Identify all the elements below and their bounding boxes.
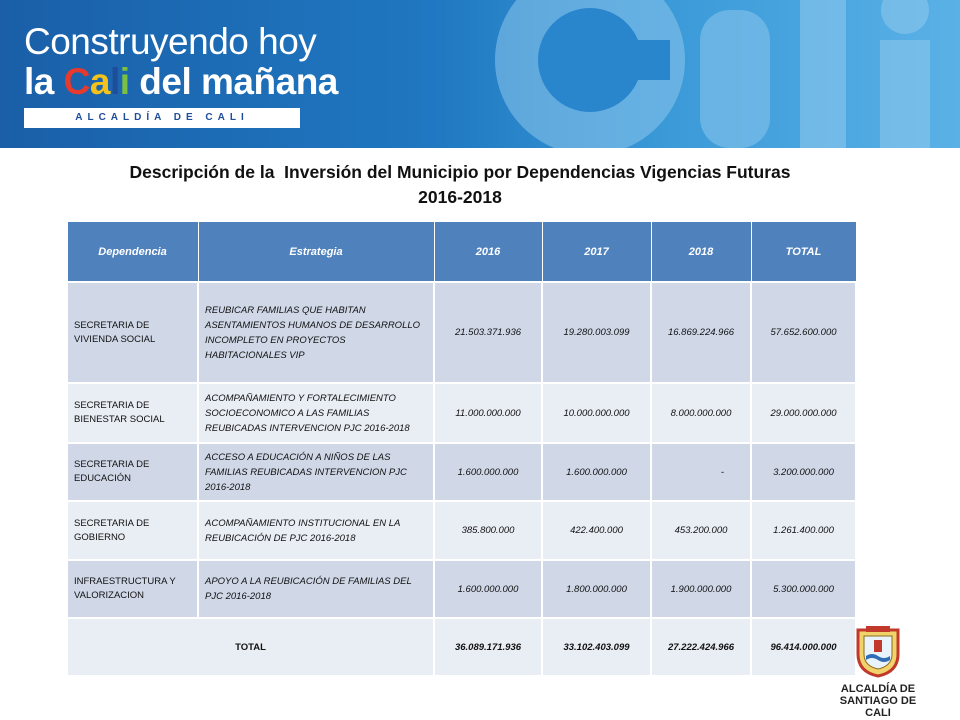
title-line1: Descripción de la Inversión del Municipi… <box>129 162 791 182</box>
cell-total: 1.261.400.000 <box>750 500 857 561</box>
cell-dependencia: INFRAESTRUCTURA Y VALORIZACION <box>66 559 199 619</box>
cell-2016: 11.000.000.000 <box>433 382 543 444</box>
cell-2017: 1.800.000.000 <box>541 559 652 619</box>
alcaldia-seal-logo: ALCALDÍA DE SANTIAGO DE CALI <box>828 624 928 719</box>
cell-total: 29.000.000.000 <box>750 382 857 444</box>
table-row: INFRAESTRUCTURA Y VALORIZACION APOYO A L… <box>66 559 857 619</box>
table-header-row: Dependencia Estrategia 2016 2017 2018 TO… <box>66 221 857 283</box>
brand-line1: Construyendo hoy <box>24 21 317 62</box>
page-title: Descripción de la Inversión del Municipi… <box>40 160 880 210</box>
col-header-2018: 2018 <box>650 221 752 283</box>
cell-total-2018: 27.222.424.966 <box>650 617 752 677</box>
seal-caption-line2: SANTIAGO DE CALI <box>839 695 917 719</box>
brand-cali-l: l <box>109 61 120 102</box>
header-banner: Construyendo hoy la Cali del mañana ALCA… <box>0 0 960 148</box>
cell-dependencia: SECRETARIA DE BIENESTAR SOCIAL <box>66 382 199 444</box>
cell-2017: 10.000.000.000 <box>541 382 652 444</box>
brand-tagline: ALCALDÍA DE CALI <box>24 108 300 128</box>
cell-dependencia: SECRETARIA DE GOBIERNO <box>66 500 199 561</box>
cali-watermark-graphic <box>495 0 930 148</box>
brand-line2-pre: la <box>24 61 64 102</box>
cell-total-2016: 36.089.171.936 <box>433 617 543 677</box>
col-header-estrategia: Estrategia <box>197 221 435 283</box>
cell-total: 5.300.000.000 <box>750 559 857 619</box>
brand-cali-a: a <box>89 61 111 102</box>
table-row: SECRETARIA DE GOBIERNO ACOMPAÑAMIENTO IN… <box>66 500 857 561</box>
cell-2018: 8.000.000.000 <box>650 382 752 444</box>
brand-cali-c: C <box>63 61 91 102</box>
brand-logo: Construyendo hoy la Cali del mañana ALCA… <box>24 22 338 128</box>
table-total-row: TOTAL 36.089.171.936 33.102.403.099 27.2… <box>66 617 857 677</box>
cell-total-total: 96.414.000.000 <box>750 617 857 677</box>
cell-2016: 1.600.000.000 <box>433 559 543 619</box>
col-header-dependencia: Dependencia <box>66 221 199 283</box>
cell-2017: 1.600.000.000 <box>541 442 652 502</box>
cell-estrategia: ACOMPAÑAMIENTO INSTITUCIONAL EN LA REUBI… <box>197 500 435 561</box>
cell-estrategia: APOYO A LA REUBICACIÓN DE FAMILIAS DEL P… <box>197 559 435 619</box>
cell-estrategia: ACOMPAÑAMIENTO Y FORTALECIMIENTO SOCIOEC… <box>197 382 435 444</box>
brand-line2: la Cali del mañana <box>24 62 338 102</box>
cell-total: 3.200.000.000 <box>750 442 857 502</box>
cell-dependencia: SECRETARIA DE EDUCACIÓN <box>66 442 199 502</box>
col-header-total: TOTAL <box>750 221 857 283</box>
cell-total-label: TOTAL <box>66 617 435 677</box>
coat-of-arms-icon <box>856 626 900 678</box>
brand-cali-i: i <box>119 61 130 102</box>
cell-total-2017: 33.102.403.099 <box>541 617 652 677</box>
cell-2018: 1.900.000.000 <box>650 559 752 619</box>
cell-total: 57.652.600.000 <box>750 281 857 384</box>
table-row: SECRETARIA DE VIVIENDA SOCIAL REUBICAR F… <box>66 281 857 384</box>
investment-table: Dependencia Estrategia 2016 2017 2018 TO… <box>66 221 857 677</box>
cell-dependencia: SECRETARIA DE VIVIENDA SOCIAL <box>66 281 199 384</box>
cell-2017: 422.400.000 <box>541 500 652 561</box>
table-row: SECRETARIA DE EDUCACIÓN ACCESO A EDUCACI… <box>66 442 857 502</box>
title-line2: 2016-2018 <box>418 187 502 207</box>
cell-2016: 21.503.371.936 <box>433 281 543 384</box>
brand-line2-post: del mañana <box>129 61 338 102</box>
brand-cali-word: Cali <box>64 62 130 102</box>
cell-2016: 385.800.000 <box>433 500 543 561</box>
cell-2018: - <box>650 442 752 502</box>
seal-caption-line1: ALCALDÍA DE <box>840 683 916 695</box>
cell-2018: 16.869.224.966 <box>650 281 752 384</box>
cell-estrategia: REUBICAR FAMILIAS QUE HABITAN ASENTAMIEN… <box>197 281 435 384</box>
cell-2017: 19.280.003.099 <box>541 281 652 384</box>
cell-estrategia: ACCESO A EDUCACIÓN A NIÑOS DE LAS FAMILI… <box>197 442 435 502</box>
col-header-2016: 2016 <box>433 221 543 283</box>
col-header-2017: 2017 <box>541 221 652 283</box>
cell-2016: 1.600.000.000 <box>433 442 543 502</box>
cell-2018: 453.200.000 <box>650 500 752 561</box>
table-row: SECRETARIA DE BIENESTAR SOCIAL ACOMPAÑAM… <box>66 382 857 444</box>
